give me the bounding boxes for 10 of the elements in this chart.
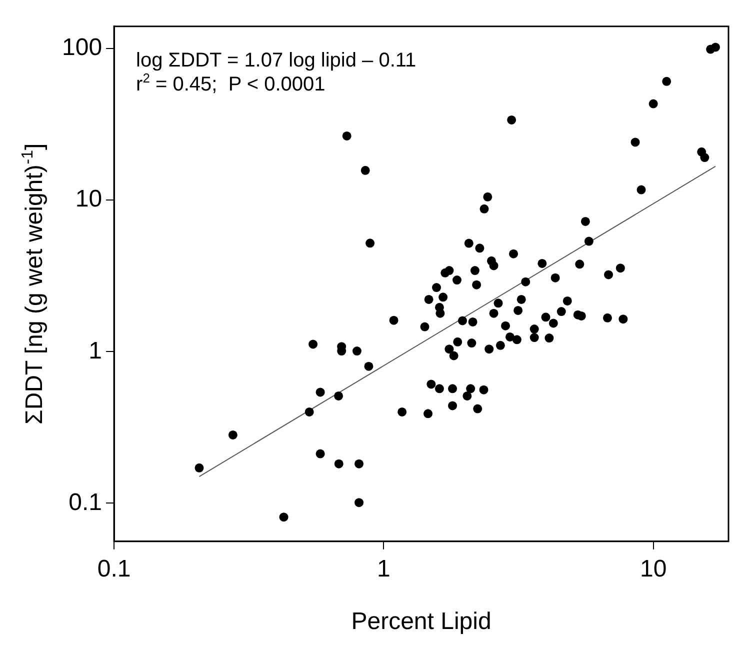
y-tick-label: 10: [75, 186, 102, 213]
x-tick-label: 1: [377, 555, 390, 582]
x-tick-label: 10: [640, 555, 667, 582]
y-axis-title: ΣDDT [ng (g wet weight)-1]: [19, 143, 48, 424]
x-axis-title: Percent Lipid: [351, 608, 492, 636]
y-tick-label: 100: [62, 34, 102, 62]
y-tick-label: 1: [88, 337, 102, 364]
y-tick-label: 0.1: [68, 488, 102, 516]
x-tick-label: 0.1: [97, 555, 131, 582]
annotation: log ΣDDT = 1.07 log lipid – 0.11: [136, 49, 416, 72]
